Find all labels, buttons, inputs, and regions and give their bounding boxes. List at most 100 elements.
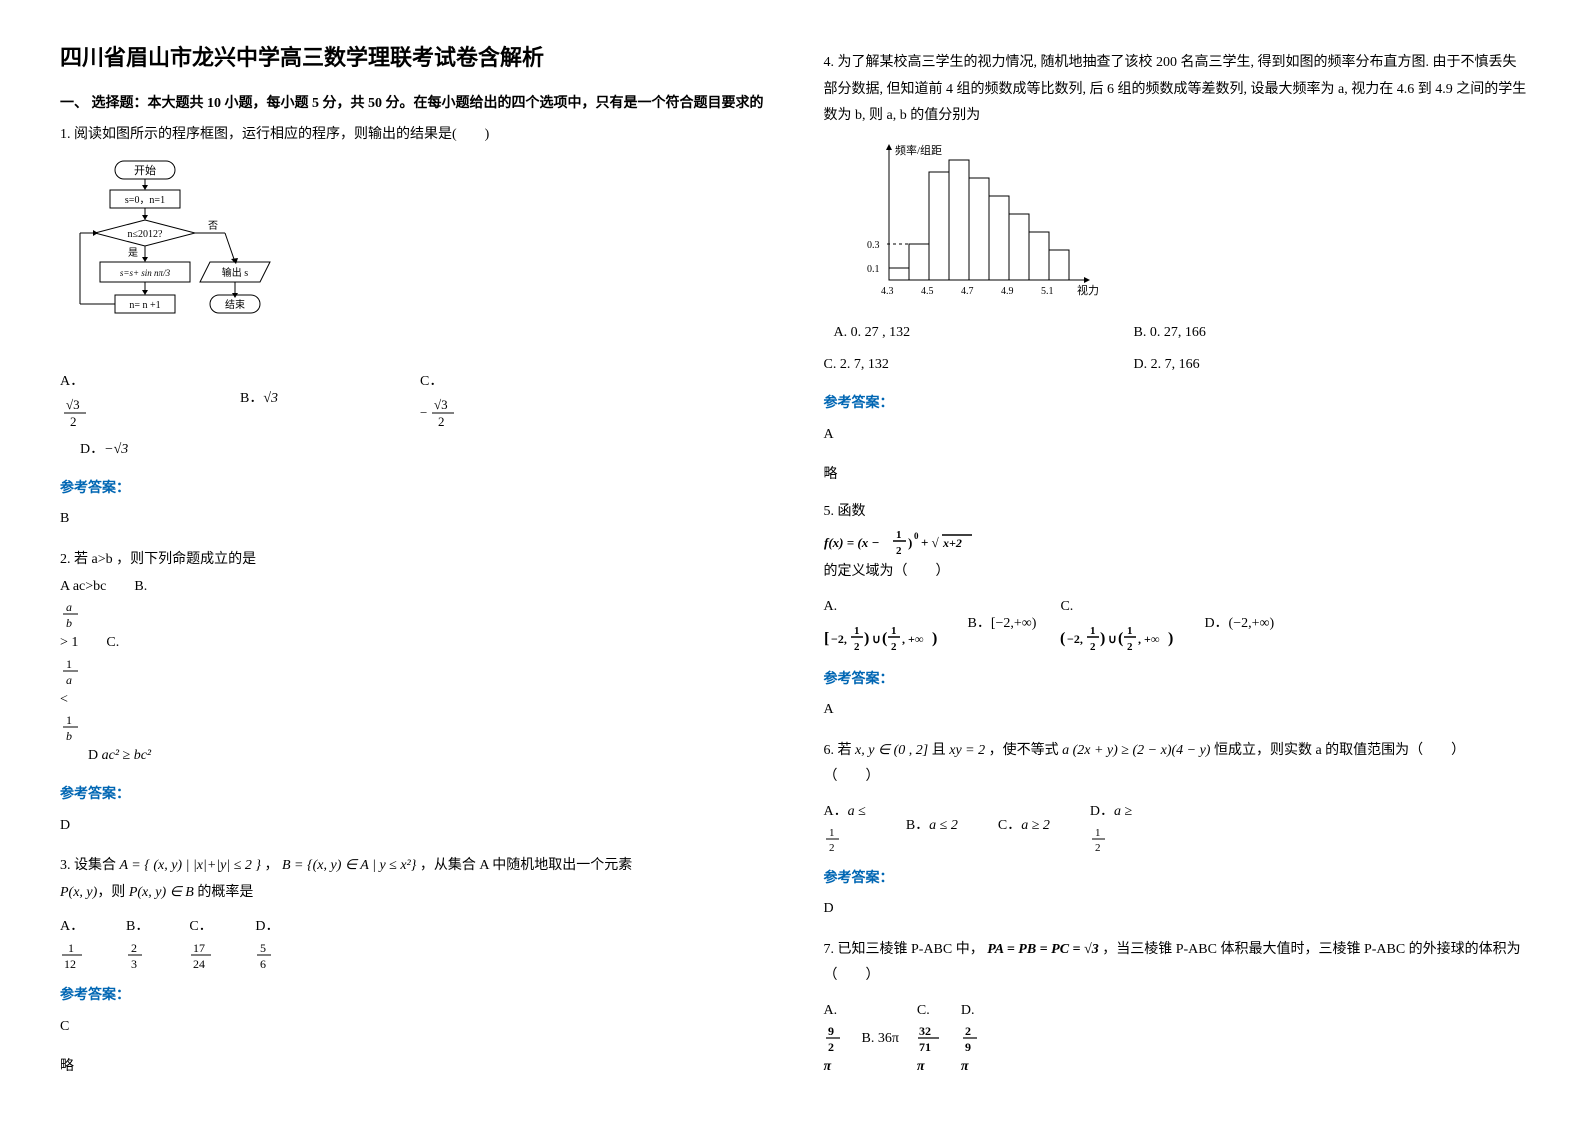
q4-text: 4. 为了解某校高三学生的视力情况, 随机地抽查了该校 200 名高三学生, 得…: [824, 50, 1528, 130]
svg-text:n≤2012?: n≤2012?: [128, 229, 163, 240]
svg-text:频率/组距: 频率/组距: [895, 143, 942, 157]
svg-text:s=s+ sin nπ/3: s=s+ sin nπ/3: [120, 268, 171, 278]
q3-options: A．112 B．23 C．1724 D．56: [60, 914, 764, 971]
svg-text:b: b: [66, 616, 72, 630]
svg-text:+ √: + √: [921, 535, 940, 550]
q6-options: A．a ≤ 12 B．a ≤ 2 C．a ≥ 2 D．a ≥ 12: [824, 799, 1528, 854]
q2-text: 2. 若 a>b ，则下列命题成立的是: [60, 547, 764, 574]
q3-answer-label: 参考答案：: [60, 981, 764, 1008]
svg-text:24: 24: [193, 957, 205, 971]
svg-text:f(x) = (x −: f(x) = (x −: [824, 535, 879, 550]
svg-text:2: 2: [896, 545, 902, 557]
svg-text:2: 2: [829, 842, 835, 854]
svg-text:1: 1: [896, 529, 902, 541]
q7-options: A. 92π B. 36π C. 3271π D. 29π: [824, 998, 1528, 1081]
svg-text:结束: 结束: [225, 298, 245, 311]
doc-title: 四川省眉山市龙兴中学高三数学理联考试卷含解析: [60, 40, 764, 72]
svg-text:(: (: [1118, 630, 1123, 647]
svg-text:1: 1: [66, 657, 72, 671]
question-7: 7. 已知三棱锥 P-ABC 中， PA = PB = PC = √3 ，当三棱…: [824, 937, 1528, 1081]
svg-text:4.9: 4.9: [1001, 286, 1014, 297]
section1-head: 一、 选择题：本大题共 10 小题，每小题 5 分，共 50 分。在每小题给出的…: [60, 92, 764, 112]
q1-answer-label: 参考答案：: [60, 474, 764, 501]
svg-text:5: 5: [260, 941, 266, 955]
svg-text:1: 1: [854, 625, 860, 637]
svg-text:): ): [908, 535, 912, 550]
q1-answer: B: [60, 506, 764, 533]
svg-text:2: 2: [1127, 641, 1133, 653]
svg-text:12: 12: [64, 957, 76, 971]
q3-line2: P(x, y)，则 P(x, y) ∈ B 的概率是: [60, 880, 764, 907]
q4-row1: A. 0. 27 , 132 B. 0. 27, 166: [824, 320, 1528, 347]
q1-options: A． √32 B．√3 C． −√32: [60, 369, 764, 430]
q4-answer-label: 参考答案：: [824, 389, 1528, 416]
svg-text:开始: 开始: [134, 163, 156, 177]
svg-text:32: 32: [919, 1024, 931, 1038]
svg-text:2: 2: [131, 941, 137, 955]
svg-text:视力: 视力: [1077, 283, 1099, 297]
svg-text:5.1: 5.1: [1041, 286, 1054, 297]
svg-text:): ): [1168, 630, 1173, 647]
q1-text: 1. 阅读如图所示的程序框图，运行相应的程序，则输出的结果是( ): [60, 122, 764, 149]
q2-answer-label: 参考答案：: [60, 780, 764, 807]
svg-text:x+2: x+2: [942, 536, 962, 550]
svg-text:1: 1: [1095, 827, 1101, 839]
svg-text:6: 6: [260, 957, 266, 971]
svg-text:17: 17: [193, 941, 205, 955]
svg-text:1: 1: [68, 941, 74, 955]
svg-text:71: 71: [919, 1040, 931, 1054]
q5-answer: A: [824, 697, 1528, 724]
svg-text:): ): [1100, 630, 1105, 647]
question-3: 3. 设集合 A = { (x, y) | |x|+|y| ≤ 2 } ， B …: [60, 853, 764, 1081]
svg-text:2: 2: [828, 1040, 834, 1054]
svg-text:2: 2: [1090, 641, 1096, 653]
question-2: 2. 若 a>b ，则下列命题成立的是 A ac>bc B. ab > 1 C.…: [60, 547, 764, 839]
svg-text:a: a: [66, 600, 72, 614]
svg-text:9: 9: [828, 1024, 834, 1038]
q4-answer: A: [824, 422, 1528, 449]
question-1: 1. 阅读如图所示的程序框图，运行相应的程序，则输出的结果是( ) 开始 s=0…: [60, 122, 764, 533]
q4-histogram: 频率/组距视力0.30.14.34.54.74.95.1: [844, 140, 1528, 310]
svg-text:输出 s: 输出 s: [222, 266, 248, 279]
q6-answer-label: 参考答案：: [824, 864, 1528, 891]
svg-text:1: 1: [1127, 625, 1133, 637]
svg-text:2: 2: [854, 641, 860, 653]
svg-text:−2,: −2,: [831, 632, 847, 646]
q3-answer: C: [60, 1014, 764, 1041]
svg-text:3: 3: [131, 957, 137, 971]
svg-text:2: 2: [1095, 842, 1101, 854]
svg-text:√3: √3: [66, 397, 80, 412]
svg-text:[: [: [824, 630, 829, 647]
svg-text:∪: ∪: [872, 632, 881, 646]
svg-text:): ): [932, 630, 937, 647]
svg-text:, +∞: , +∞: [1138, 632, 1160, 646]
svg-text:, +∞: , +∞: [902, 632, 924, 646]
svg-text:): ): [864, 630, 869, 647]
svg-text:√3: √3: [434, 397, 448, 412]
svg-text:0: 0: [914, 531, 919, 541]
svg-text:b: b: [66, 729, 72, 743]
q6-text: 6. 若 x, y ∈ (0 , 2] 且 xy = 2 ，使不等式 a (2x…: [824, 738, 1528, 765]
question-5: 5. 函数 f(x) = (x − 12 )0 + √ x+2 的定义域为（ ）…: [824, 499, 1528, 724]
svg-text:2: 2: [70, 414, 77, 429]
svg-text:s=0，n=1: s=0，n=1: [125, 195, 165, 206]
q5-answer-label: 参考答案：: [824, 665, 1528, 692]
svg-text:9: 9: [965, 1040, 971, 1054]
svg-text:n= n +1: n= n +1: [129, 300, 160, 311]
svg-text:4.7: 4.7: [961, 286, 974, 297]
svg-text:2: 2: [965, 1024, 971, 1038]
svg-text:否: 否: [208, 220, 218, 232]
q1-flowchart: 开始 s=0，n=1 n≤2012? 否 是: [60, 159, 764, 359]
question-6: 6. 若 x, y ∈ (0 , 2] 且 xy = 2 ，使不等式 a (2x…: [824, 738, 1528, 923]
q2-options: A ac>bc B. ab > 1 C. 1a < 1b D ac² ≥ bc²: [60, 574, 764, 770]
svg-text:∪: ∪: [1108, 632, 1117, 646]
svg-text:2: 2: [438, 414, 445, 429]
q4-note: 略: [824, 462, 1528, 489]
svg-text:1: 1: [1090, 625, 1096, 637]
svg-text:是: 是: [128, 247, 138, 259]
svg-text:4.3: 4.3: [881, 286, 894, 297]
q3-note: 略: [60, 1054, 764, 1081]
svg-text:1: 1: [829, 827, 835, 839]
q5-text: 5. 函数 f(x) = (x − 12 )0 + √ x+2 的定义域为（ ）: [824, 499, 1528, 586]
svg-text:−2,: −2,: [1067, 632, 1083, 646]
